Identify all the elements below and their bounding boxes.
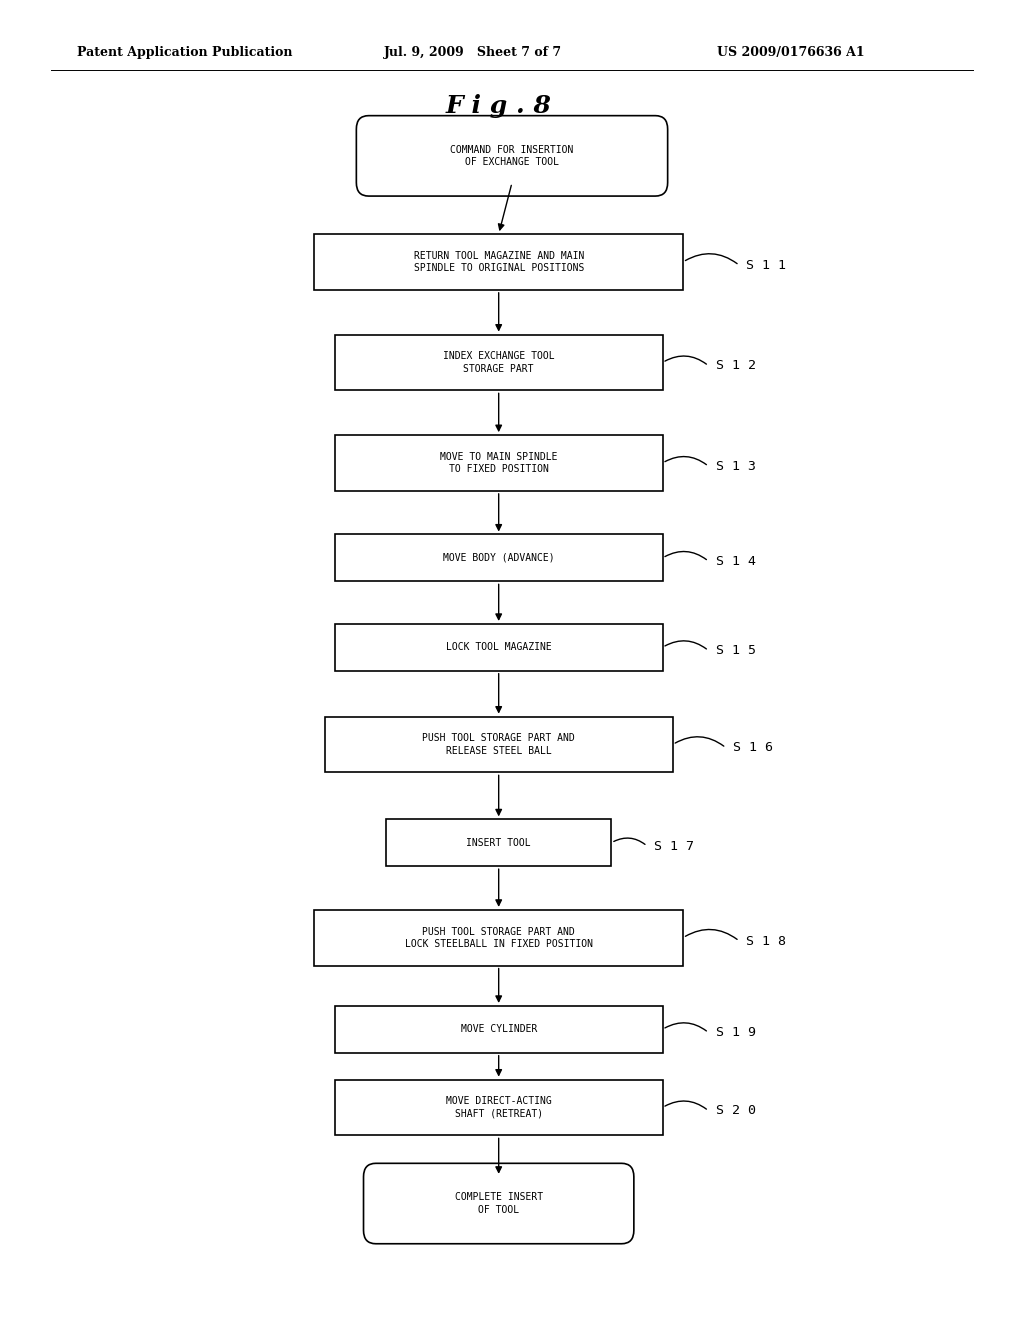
Text: F i g . 8: F i g . 8 [445, 94, 552, 117]
Text: S 1 5: S 1 5 [716, 644, 756, 657]
Text: MOVE CYLINDER: MOVE CYLINDER [461, 1024, 537, 1035]
Text: PUSH TOOL STORAGE PART AND
LOCK STEELBALL IN FIXED POSITION: PUSH TOOL STORAGE PART AND LOCK STEELBAL… [404, 927, 593, 949]
FancyBboxPatch shape [335, 624, 663, 671]
Text: S 1 8: S 1 8 [746, 935, 786, 948]
Text: MOVE DIRECT-ACTING
SHAFT (RETREAT): MOVE DIRECT-ACTING SHAFT (RETREAT) [445, 1097, 552, 1118]
Text: S 1 7: S 1 7 [654, 840, 694, 853]
Text: US 2009/0176636 A1: US 2009/0176636 A1 [717, 46, 864, 59]
Text: RETURN TOOL MAGAZINE AND MAIN
SPINDLE TO ORIGINAL POSITIONS: RETURN TOOL MAGAZINE AND MAIN SPINDLE TO… [414, 251, 584, 273]
FancyBboxPatch shape [356, 116, 668, 197]
Text: S 1 9: S 1 9 [716, 1026, 756, 1039]
Text: S 1 1: S 1 1 [746, 259, 786, 272]
Text: S 1 6: S 1 6 [733, 742, 773, 754]
FancyBboxPatch shape [314, 234, 683, 290]
FancyBboxPatch shape [335, 1080, 663, 1135]
Text: INSERT TOOL: INSERT TOOL [466, 838, 531, 847]
FancyBboxPatch shape [335, 1006, 663, 1053]
Text: Patent Application Publication: Patent Application Publication [77, 46, 292, 59]
Text: S 1 2: S 1 2 [716, 359, 756, 372]
Text: S 1 4: S 1 4 [716, 554, 756, 568]
FancyBboxPatch shape [325, 717, 673, 772]
Text: S 1 3: S 1 3 [716, 459, 756, 473]
Text: COMMAND FOR INSERTION
OF EXCHANGE TOOL: COMMAND FOR INSERTION OF EXCHANGE TOOL [451, 145, 573, 168]
Text: MOVE BODY (ADVANCE): MOVE BODY (ADVANCE) [442, 553, 555, 562]
FancyBboxPatch shape [386, 820, 611, 866]
FancyBboxPatch shape [335, 535, 663, 581]
FancyBboxPatch shape [335, 436, 663, 491]
FancyBboxPatch shape [314, 909, 683, 966]
Text: PUSH TOOL STORAGE PART AND
RELEASE STEEL BALL: PUSH TOOL STORAGE PART AND RELEASE STEEL… [422, 734, 575, 755]
FancyBboxPatch shape [364, 1163, 634, 1243]
Text: COMPLETE INSERT
OF TOOL: COMPLETE INSERT OF TOOL [455, 1192, 543, 1214]
Text: MOVE TO MAIN SPINDLE
TO FIXED POSITION: MOVE TO MAIN SPINDLE TO FIXED POSITION [440, 451, 557, 474]
Text: LOCK TOOL MAGAZINE: LOCK TOOL MAGAZINE [445, 643, 552, 652]
FancyBboxPatch shape [335, 334, 663, 391]
Text: S 2 0: S 2 0 [716, 1105, 756, 1117]
Text: Jul. 9, 2009   Sheet 7 of 7: Jul. 9, 2009 Sheet 7 of 7 [384, 46, 562, 59]
Text: INDEX EXCHANGE TOOL
STORAGE PART: INDEX EXCHANGE TOOL STORAGE PART [442, 351, 555, 374]
